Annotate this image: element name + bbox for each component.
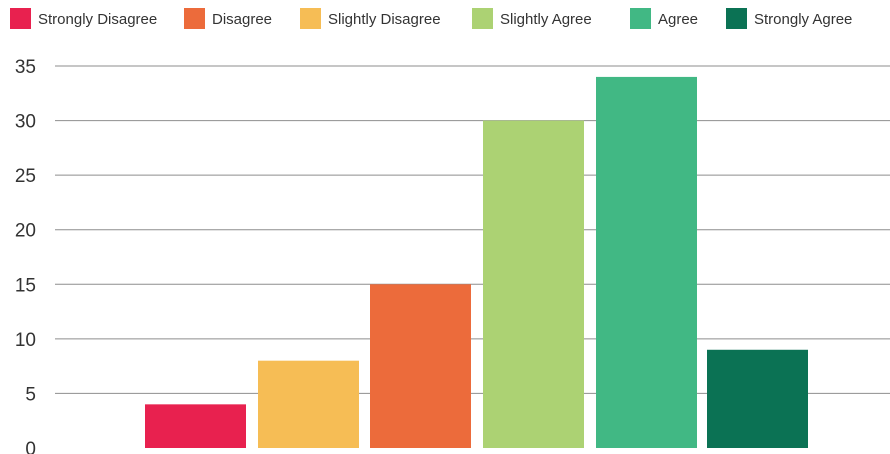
y-tick-label: 0 <box>25 439 36 454</box>
legend-label-strongly-agree: Strongly Agree <box>754 11 852 28</box>
legend-label-disagree: Disagree <box>212 11 272 28</box>
y-tick-label: 15 <box>15 275 36 296</box>
legend-swatch-agree <box>630 8 651 29</box>
bar-slightly-disagree <box>258 360 359 448</box>
legend-label-strongly-disagree: Strongly Disagree <box>38 11 157 28</box>
y-tick-label: 5 <box>25 384 36 405</box>
y-tick-label: 25 <box>15 166 36 187</box>
y-axis: 0 5 10 15 20 25 30 35 <box>15 57 36 454</box>
y-tick-label: 30 <box>15 112 36 133</box>
legend-label-slightly-disagree: Slightly Disagree <box>328 11 441 28</box>
y-tick-label: 10 <box>15 330 36 351</box>
legend-label-slightly-agree: Slightly Agree <box>500 11 592 28</box>
legend-swatch-disagree <box>184 8 205 29</box>
legend-swatch-slightly-disagree <box>300 8 321 29</box>
bar-disagree <box>370 284 471 448</box>
legend-swatch-strongly-disagree <box>10 8 31 29</box>
bar-agree <box>596 76 697 449</box>
y-tick-label: 35 <box>15 57 36 78</box>
bars <box>145 76 808 449</box>
bar-strongly-agree <box>707 349 808 448</box>
legend-label-agree: Agree <box>658 11 698 28</box>
chart-legend: Strongly Disagree Disagree Slightly Disagr… <box>10 8 852 29</box>
bar-slightly-agree <box>483 120 584 449</box>
legend-swatch-slightly-agree <box>472 8 493 29</box>
y-tick-label: 20 <box>15 221 36 242</box>
grid-lines <box>55 65 890 394</box>
bar-strongly-disagree <box>145 404 246 448</box>
legend-swatch-strongly-agree <box>726 8 747 29</box>
